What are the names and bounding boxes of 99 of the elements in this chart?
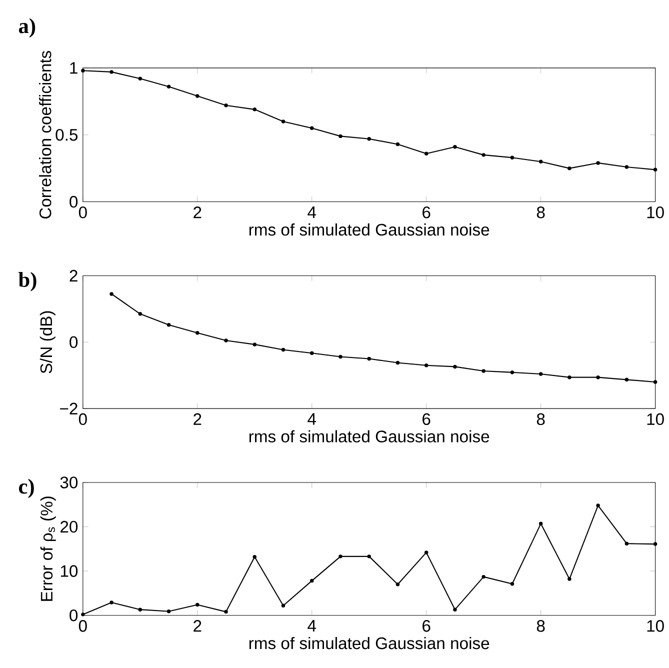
point [568,577,572,581]
point [310,351,314,355]
x-tick-label: 0 [78,620,87,632]
point [568,166,572,170]
x-tick-label: 10 [647,413,664,425]
point [482,152,486,157]
point [367,356,371,360]
point [110,600,114,604]
point [653,380,658,384]
x-tick-label: 2 [194,206,202,218]
point [281,119,286,124]
point [367,136,371,141]
point [424,550,428,554]
point [110,70,114,74]
point [338,134,342,138]
y-tick-label: 10 [60,565,78,577]
y-axis-title: Correlation coefficients [39,50,52,218]
point [166,322,171,327]
point [138,76,142,80]
x-tick-label: 0 [78,413,87,425]
y-tick-label: 30 [60,476,78,488]
point [424,363,428,368]
point [538,372,543,376]
point [510,156,514,160]
point [510,370,514,374]
point [596,375,600,380]
x-axis-title: rms of simulated Gaussian noise [249,636,490,650]
point [338,354,342,358]
point [453,364,457,368]
point [510,582,514,586]
point [624,164,629,169]
chart-title: b) [18,272,36,292]
point [196,602,200,606]
point [624,378,629,382]
x-axis-title: rms of simulated Gaussian noise [249,223,490,236]
y-tick-label: 0 [70,336,78,348]
point [110,292,114,296]
point [653,168,658,172]
point [396,360,400,364]
chart-title: c) [18,478,34,498]
y-axis-title: Error of ρ$_{s}$ (%) [40,496,56,601]
point [252,554,256,559]
x-tick-label: 6 [422,206,430,218]
y-tick-label: 1 [70,62,78,74]
point [482,369,486,373]
x-tick-label: 8 [536,620,545,632]
y-tick-label: 20 [60,520,78,533]
x-tick-label: 4 [308,206,316,218]
y-tick-label: 0.5 [56,128,78,141]
x-tick-label: 6 [422,620,430,632]
point [538,160,543,164]
point [310,578,314,583]
point [166,609,171,614]
y-axis-title: S/N (dB) [40,311,56,374]
x-tick-label: 4 [308,620,316,632]
point [338,554,342,558]
point [310,126,314,130]
point [81,612,85,616]
point [138,608,142,612]
x-axis-title: rms of simulated Gaussian noise [249,430,490,442]
x-tick-label: 8 [536,413,545,425]
x-tick-label: 6 [422,413,430,425]
point [538,522,543,526]
point [224,610,228,614]
x-tick-label: 10 [647,620,664,632]
x-tick-label: 4 [308,413,316,425]
point [281,348,286,352]
point [166,84,171,88]
point [138,312,142,316]
point [624,542,629,546]
x-tick-label: 2 [194,620,202,632]
point [367,554,371,558]
y-tick-label: −2 [60,402,78,414]
point [453,608,457,612]
point [453,144,457,149]
y-tick-label: 0 [70,609,78,622]
x-tick-label: 0 [78,206,87,218]
x-tick-label: 10 [647,206,664,218]
chart-title: a) [18,18,36,38]
y-tick-label: 0 [70,196,78,208]
point [482,574,486,579]
point [568,375,572,380]
point [81,68,85,72]
point [196,330,200,335]
point [596,160,600,165]
point [396,142,400,146]
point [653,542,658,546]
point [281,604,286,608]
point [224,103,228,108]
point [424,152,428,156]
point [596,504,600,508]
point [196,94,200,98]
point [224,338,228,342]
x-tick-label: 2 [194,413,202,425]
point [252,107,256,112]
x-tick-label: 8 [536,206,545,218]
y-tick-label: 2 [70,270,78,282]
point [396,582,400,586]
point [252,342,256,346]
